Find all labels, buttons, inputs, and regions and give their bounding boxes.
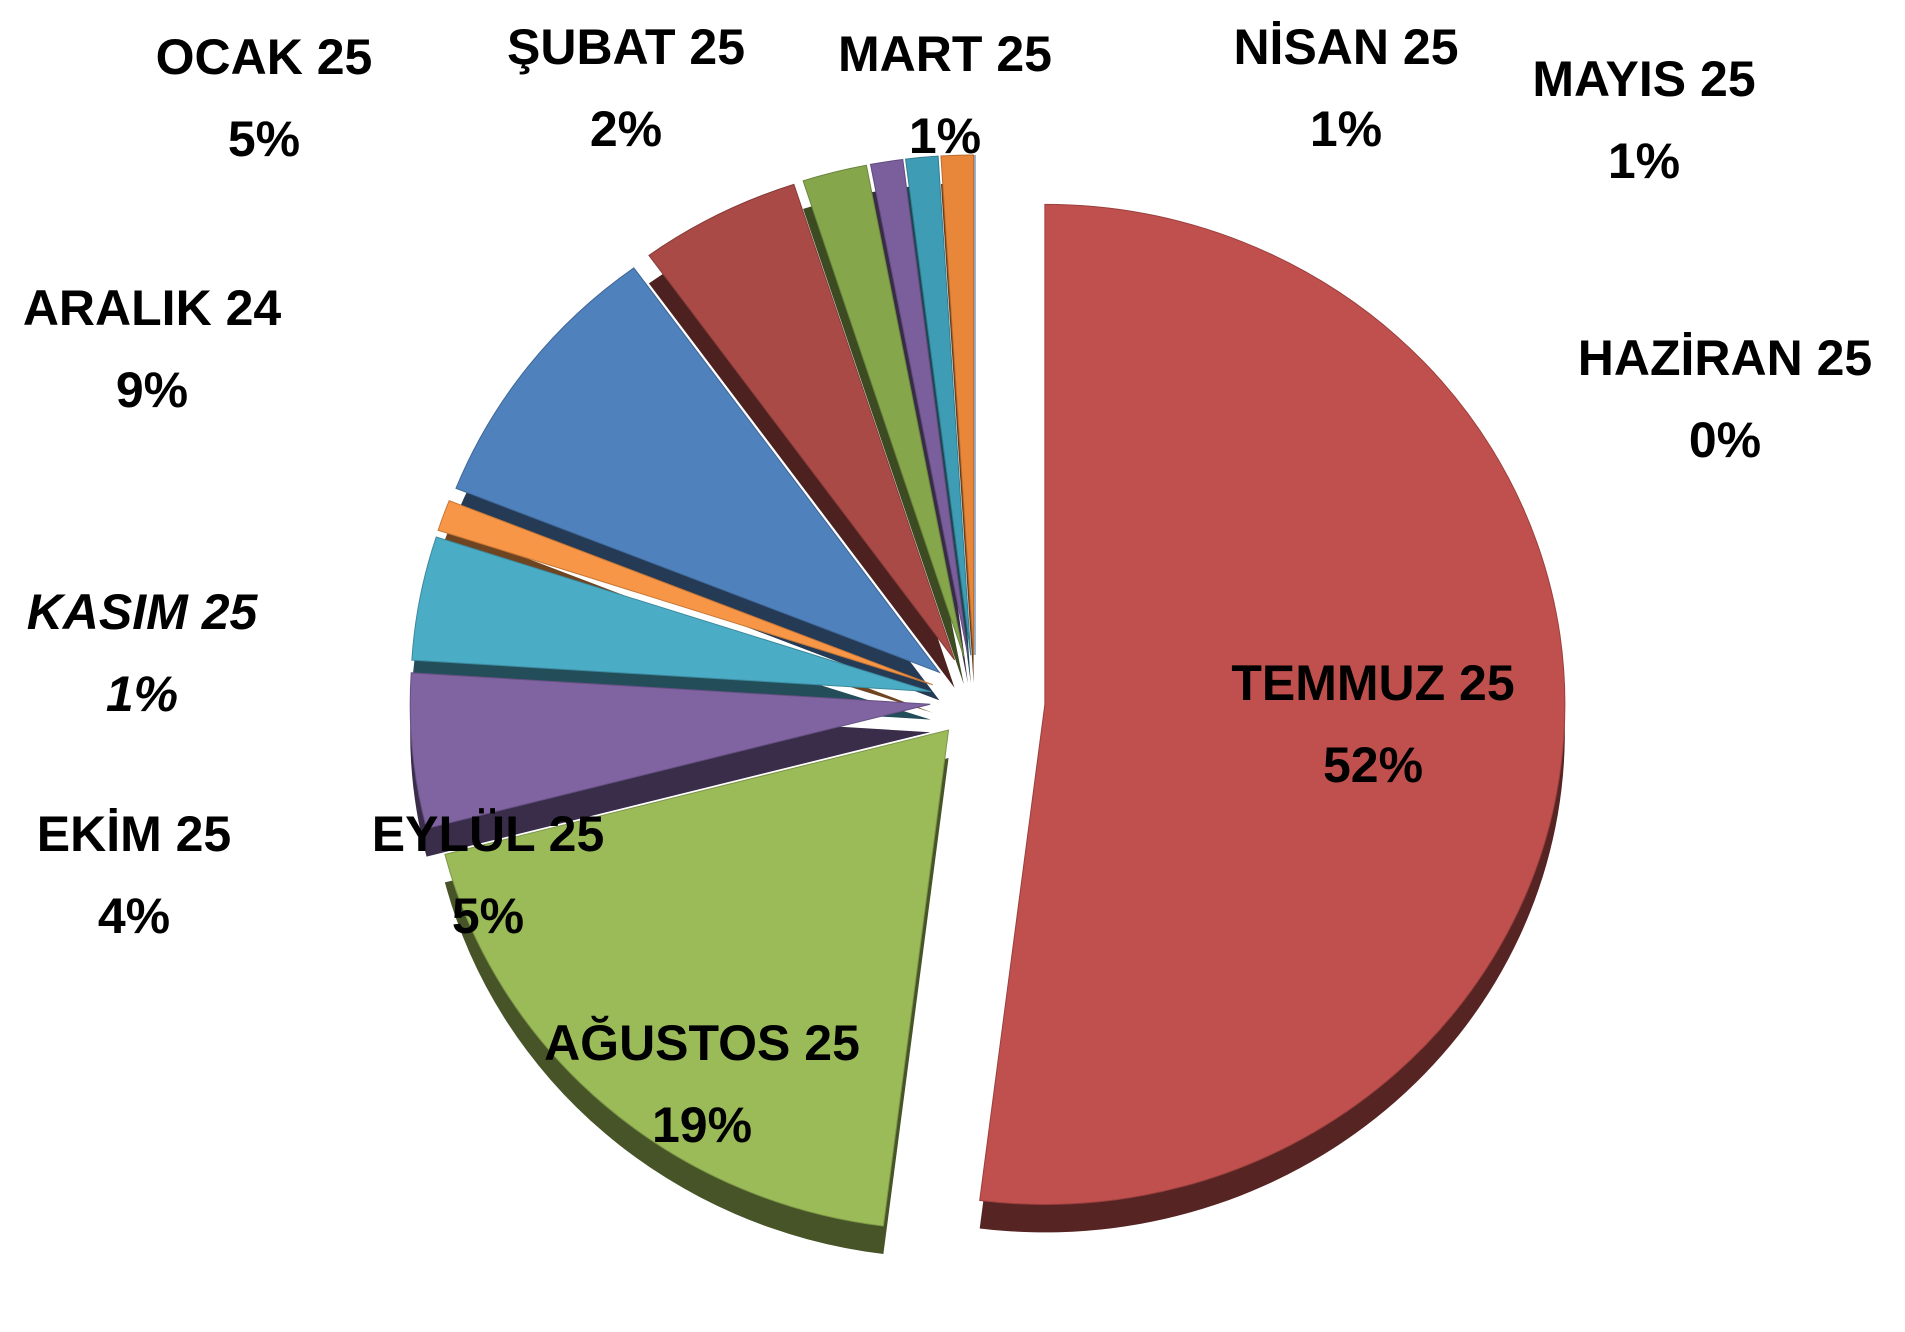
slice	[411, 536, 931, 693]
value-label: 2%	[590, 101, 662, 157]
category-label: AĞUSTOS 25	[544, 1015, 860, 1071]
slice	[455, 267, 941, 674]
slice	[869, 158, 969, 656]
value-label: 5%	[452, 888, 524, 944]
value-label: 1%	[106, 666, 178, 722]
value-label: 9%	[116, 362, 188, 418]
category-label: EKİM 25	[37, 806, 232, 862]
category-label: ARALIK 24	[23, 280, 282, 336]
slice	[905, 155, 972, 656]
value-label: 1%	[1310, 101, 1382, 157]
value-label: 1%	[1608, 133, 1680, 189]
value-label: 19%	[652, 1097, 752, 1153]
value-label: 4%	[98, 888, 170, 944]
slice	[648, 183, 956, 661]
category-label: TEMMUZ 25	[1231, 655, 1514, 711]
category-label: MART 25	[838, 26, 1052, 82]
value-label: 52%	[1323, 737, 1423, 793]
slice	[437, 500, 933, 686]
slice	[940, 154, 975, 656]
category-label: ŞUBAT 25	[507, 19, 745, 75]
value-label: 1%	[909, 108, 981, 164]
slice	[802, 164, 965, 657]
slice	[979, 203, 1566, 1205]
pie-tops	[409, 154, 1566, 1227]
labels: TEMMUZ 25 52% AĞUSTOS 25 19% EYLÜL 25 5% EKİM …	[23, 19, 1872, 1153]
category-label: OCAK 25	[156, 29, 373, 85]
slice	[444, 729, 950, 1227]
category-label: MAYIS 25	[1532, 51, 1755, 107]
slice-side	[803, 193, 964, 685]
value-label: 0%	[1689, 412, 1761, 468]
slice	[409, 672, 931, 830]
category-label: NİSAN 25	[1233, 19, 1458, 75]
category-label: EYLÜL 25	[372, 806, 605, 862]
category-label: KASIM 25	[27, 584, 259, 640]
value-label: 5%	[228, 111, 300, 167]
category-label: HAZİRAN 25	[1578, 330, 1872, 386]
